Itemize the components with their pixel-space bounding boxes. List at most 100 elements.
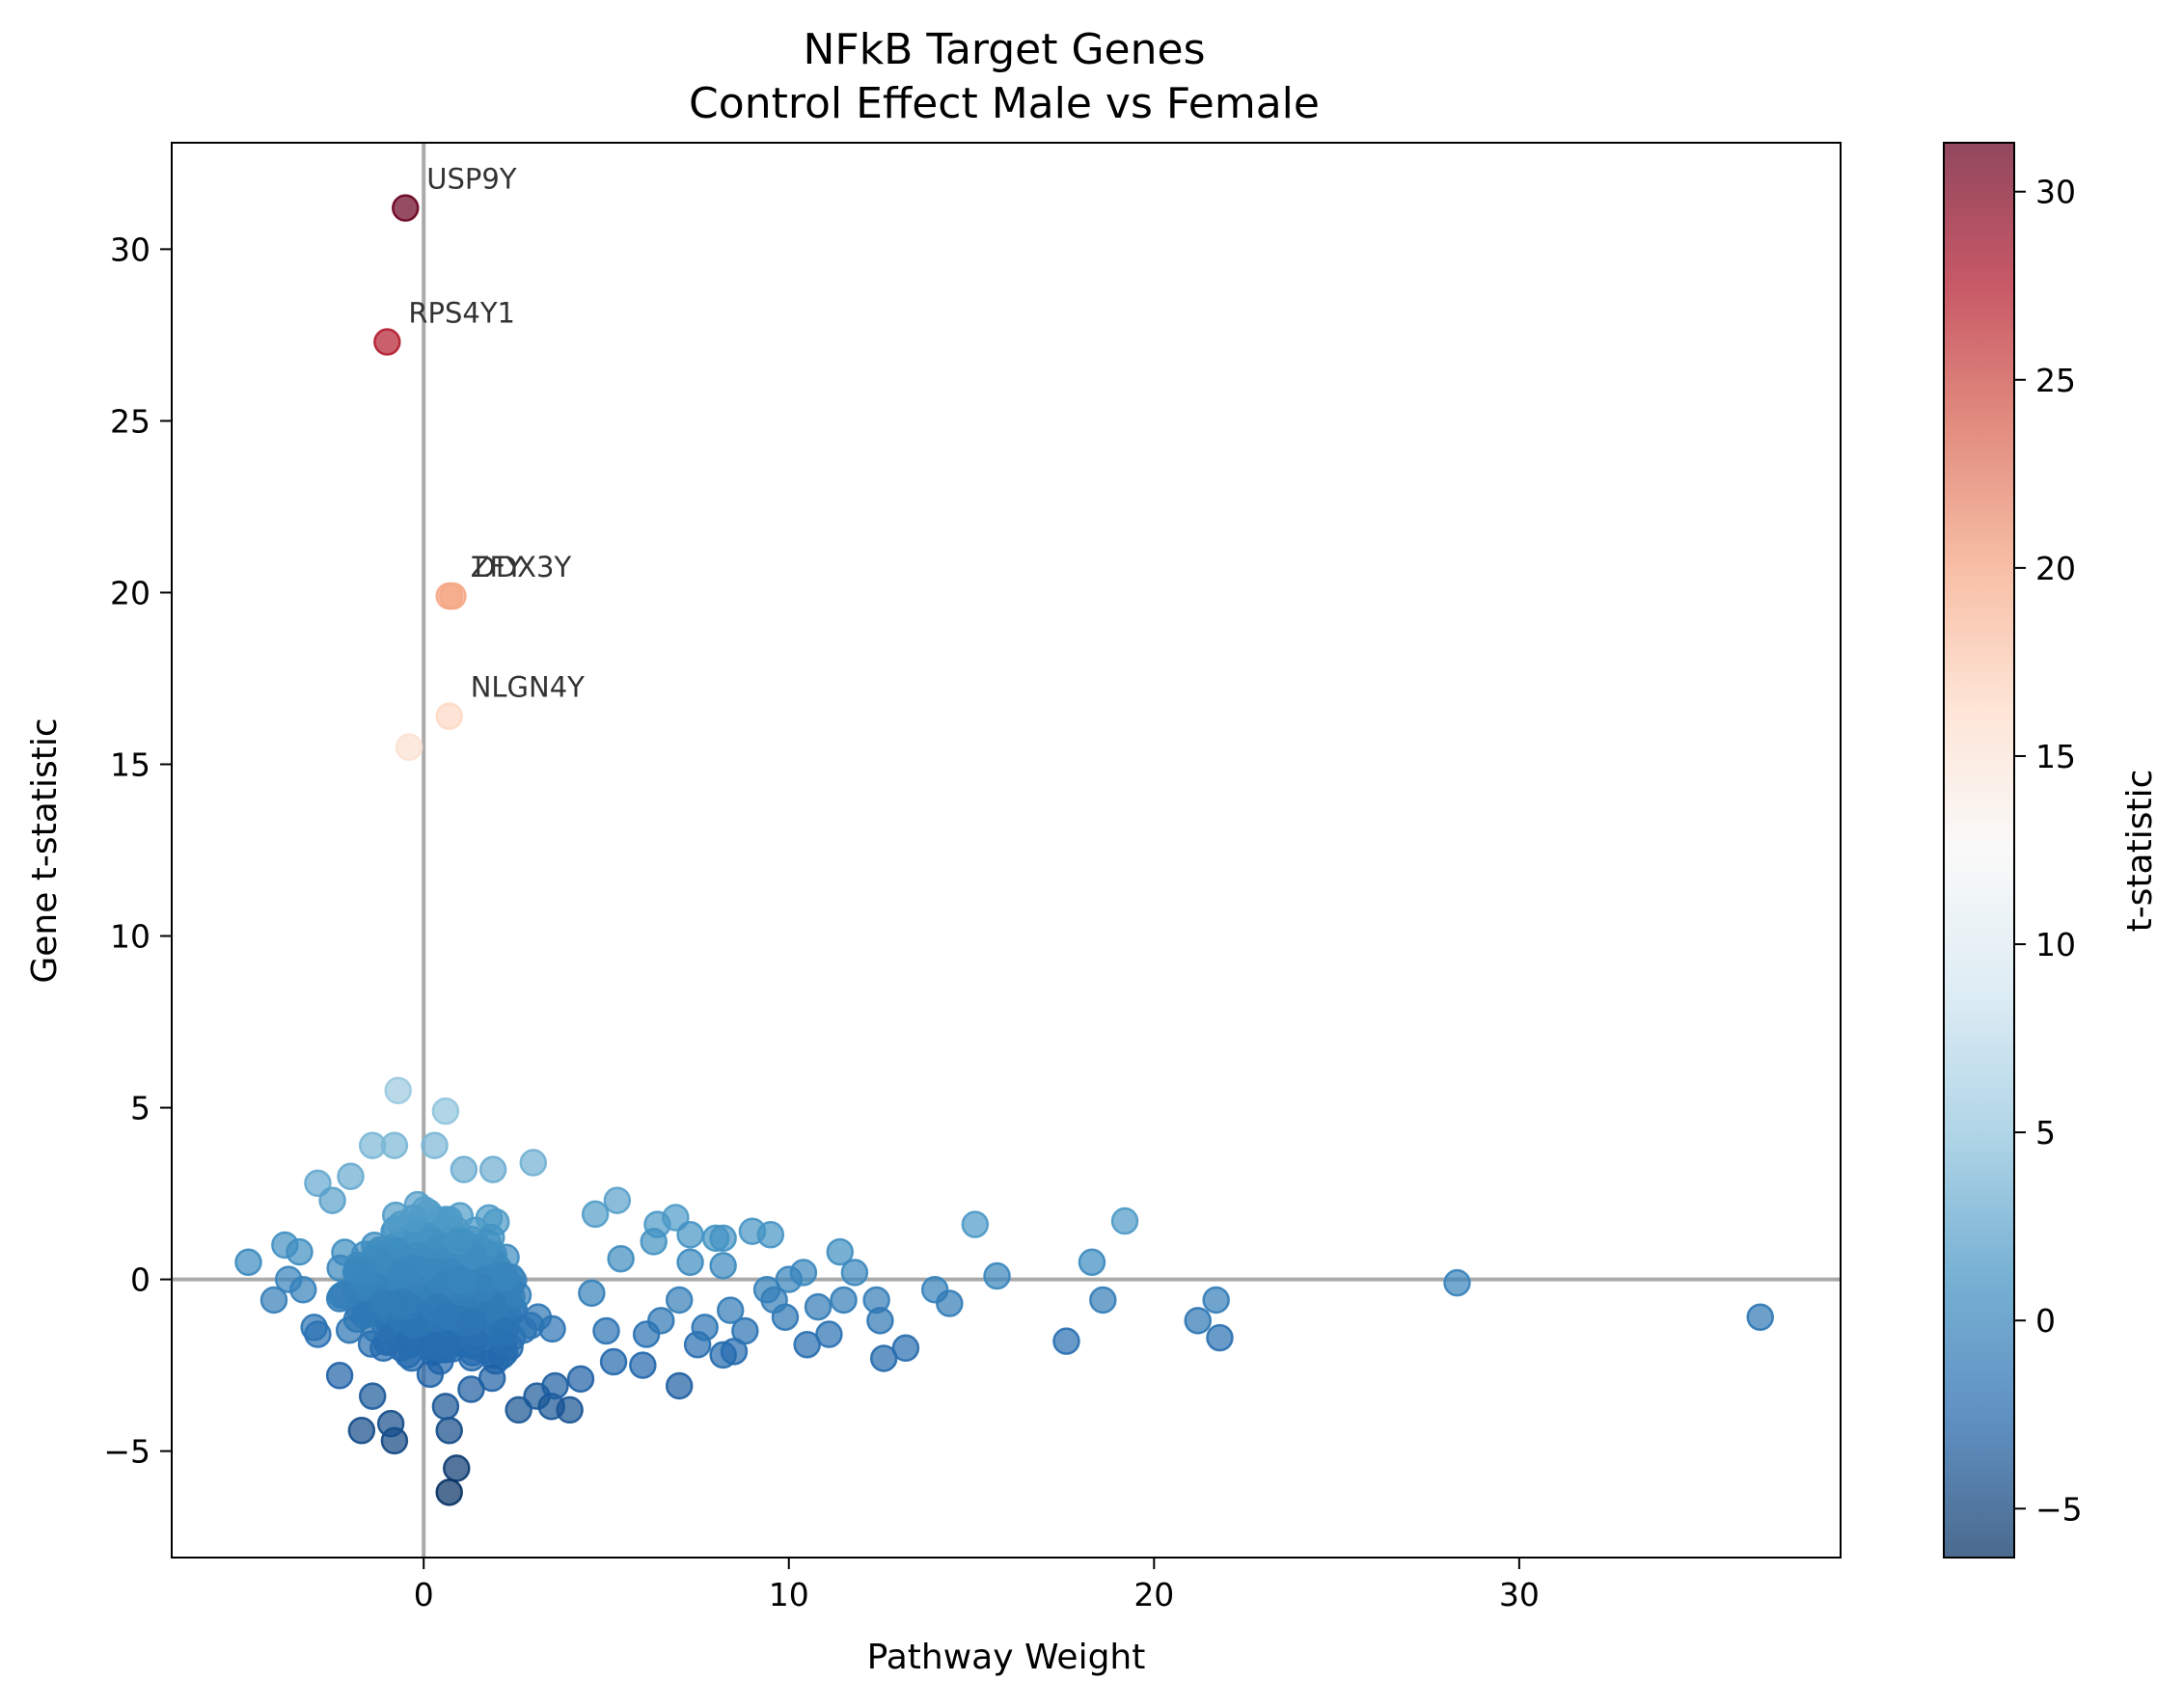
y-tick-label: 10: [110, 918, 150, 956]
scatter-point: [556, 1396, 584, 1424]
scatter-point: [289, 1276, 317, 1304]
scatter-point: [435, 702, 463, 730]
scatter-point: [259, 1286, 288, 1315]
scatter-point: [478, 1155, 507, 1183]
scatter-point: [640, 1228, 668, 1256]
x-axis-title: Pathway Weight: [867, 1638, 1146, 1677]
scatter-point: [431, 1301, 460, 1329]
y-tick-label: 15: [110, 746, 150, 783]
scatter-point: [936, 1289, 964, 1317]
colorbar-tick-label: 25: [2035, 362, 2076, 399]
scatter-point: [581, 1200, 610, 1229]
y-tick-label: 25: [110, 402, 150, 440]
y-tick-label: −5: [103, 1433, 150, 1471]
scatter-point: [416, 1360, 445, 1389]
scatter-point: [826, 1237, 855, 1266]
y-axis-ticks: −5 0 5 10 15 20 25 30: [103, 230, 172, 1471]
scatter-point: [443, 1454, 471, 1482]
scatter-point: [386, 1261, 414, 1288]
scatter-point: [373, 328, 401, 356]
scatter-point: [431, 1097, 460, 1125]
scatter-point: [961, 1210, 990, 1238]
scatter-point: [304, 1320, 332, 1348]
y-tick-label: 30: [110, 230, 150, 268]
scatter-point: [756, 1221, 785, 1249]
x-tick-label: 10: [769, 1576, 809, 1613]
y-axis-title: Gene t-statistic: [25, 718, 65, 983]
scatter-point: [519, 1149, 548, 1177]
colorbar-tick-label: 30: [2035, 174, 2076, 211]
scatter-point: [1202, 1286, 1230, 1315]
scatter-point: [676, 1248, 704, 1277]
scatter-point: [665, 1371, 694, 1400]
colorbar-frame: [1943, 142, 2015, 1559]
point-label: ZFY: [471, 551, 524, 583]
scatter-point: [435, 1478, 463, 1506]
scatter-point: [716, 1296, 745, 1324]
scatter-point: [421, 1131, 449, 1159]
scatter-point: [676, 1221, 704, 1249]
scatter-point: [541, 1371, 569, 1400]
scatter-point: [709, 1224, 737, 1253]
scatter-point: [384, 1076, 412, 1104]
scatter-point: [234, 1248, 262, 1277]
colorbar-tick-label: 0: [2035, 1302, 2056, 1340]
colorbar-tick-label: 15: [2035, 738, 2076, 775]
scatter-point: [1110, 1206, 1139, 1235]
scatter-point: [450, 1155, 478, 1183]
x-tick-label: 20: [1133, 1576, 1174, 1613]
scatter-point: [599, 1347, 628, 1376]
scatter-point: [983, 1261, 1011, 1290]
x-tick-label: 0: [414, 1576, 434, 1613]
plot-frame: [171, 142, 1842, 1559]
chart-title-line1: NFkB Target Genes: [803, 25, 1205, 74]
scatter-point: [866, 1307, 894, 1335]
point-label: NLGN4Y: [471, 671, 585, 704]
scatter-point: [1052, 1327, 1080, 1355]
scatter-point: [458, 1307, 486, 1335]
scatter-point: [491, 1263, 520, 1291]
colorbar: [1944, 143, 2014, 1558]
scatter-point: [607, 1244, 635, 1273]
scatter-point: [1078, 1248, 1106, 1277]
x-tick-label: 30: [1499, 1576, 1540, 1613]
scatter-point: [775, 1265, 804, 1293]
scatter-point: [478, 1364, 506, 1393]
scatter-point: [1184, 1307, 1212, 1335]
scatter-point: [376, 1409, 405, 1438]
scatter-point: [578, 1279, 606, 1308]
y-tick-label: 20: [110, 574, 150, 611]
scatter-point: [286, 1237, 314, 1266]
scatter-point: [490, 1317, 519, 1346]
scatter-point: [380, 1131, 409, 1159]
scatter-point: [691, 1314, 719, 1342]
scatter-point: [891, 1334, 920, 1363]
point-label: USP9Y: [426, 163, 517, 196]
scatter-point: [815, 1320, 843, 1348]
scatter-point: [347, 1417, 376, 1445]
scatter-point: [1206, 1323, 1234, 1352]
scatter-point: [804, 1292, 833, 1321]
chart-title-line2: Control Effect Male vs Female: [689, 79, 1320, 128]
scatter-point: [446, 1264, 475, 1293]
scatter-point: [318, 1186, 346, 1214]
scatter-point: [731, 1316, 759, 1345]
scatter-point: [433, 1330, 462, 1358]
scatter-point: [592, 1316, 620, 1345]
point-label: RPS4Y1: [408, 297, 515, 330]
scatter-point: [337, 1162, 365, 1191]
x-axis-ticks: 0 10 20 30: [414, 1558, 1540, 1613]
scatter-point: [439, 582, 467, 610]
scatter-point: [358, 1382, 387, 1410]
scatter-point: [505, 1396, 532, 1424]
y-tick-label: 5: [130, 1090, 150, 1127]
scatter-point: [431, 1393, 460, 1421]
scatter-point: [457, 1375, 485, 1403]
scatter-point: [1089, 1286, 1117, 1315]
scatter-point: [793, 1330, 821, 1359]
colorbar-tick-label: −5: [2035, 1490, 2083, 1528]
scatter-point: [709, 1252, 737, 1280]
colorbar-tick-label: 20: [2035, 550, 2076, 587]
